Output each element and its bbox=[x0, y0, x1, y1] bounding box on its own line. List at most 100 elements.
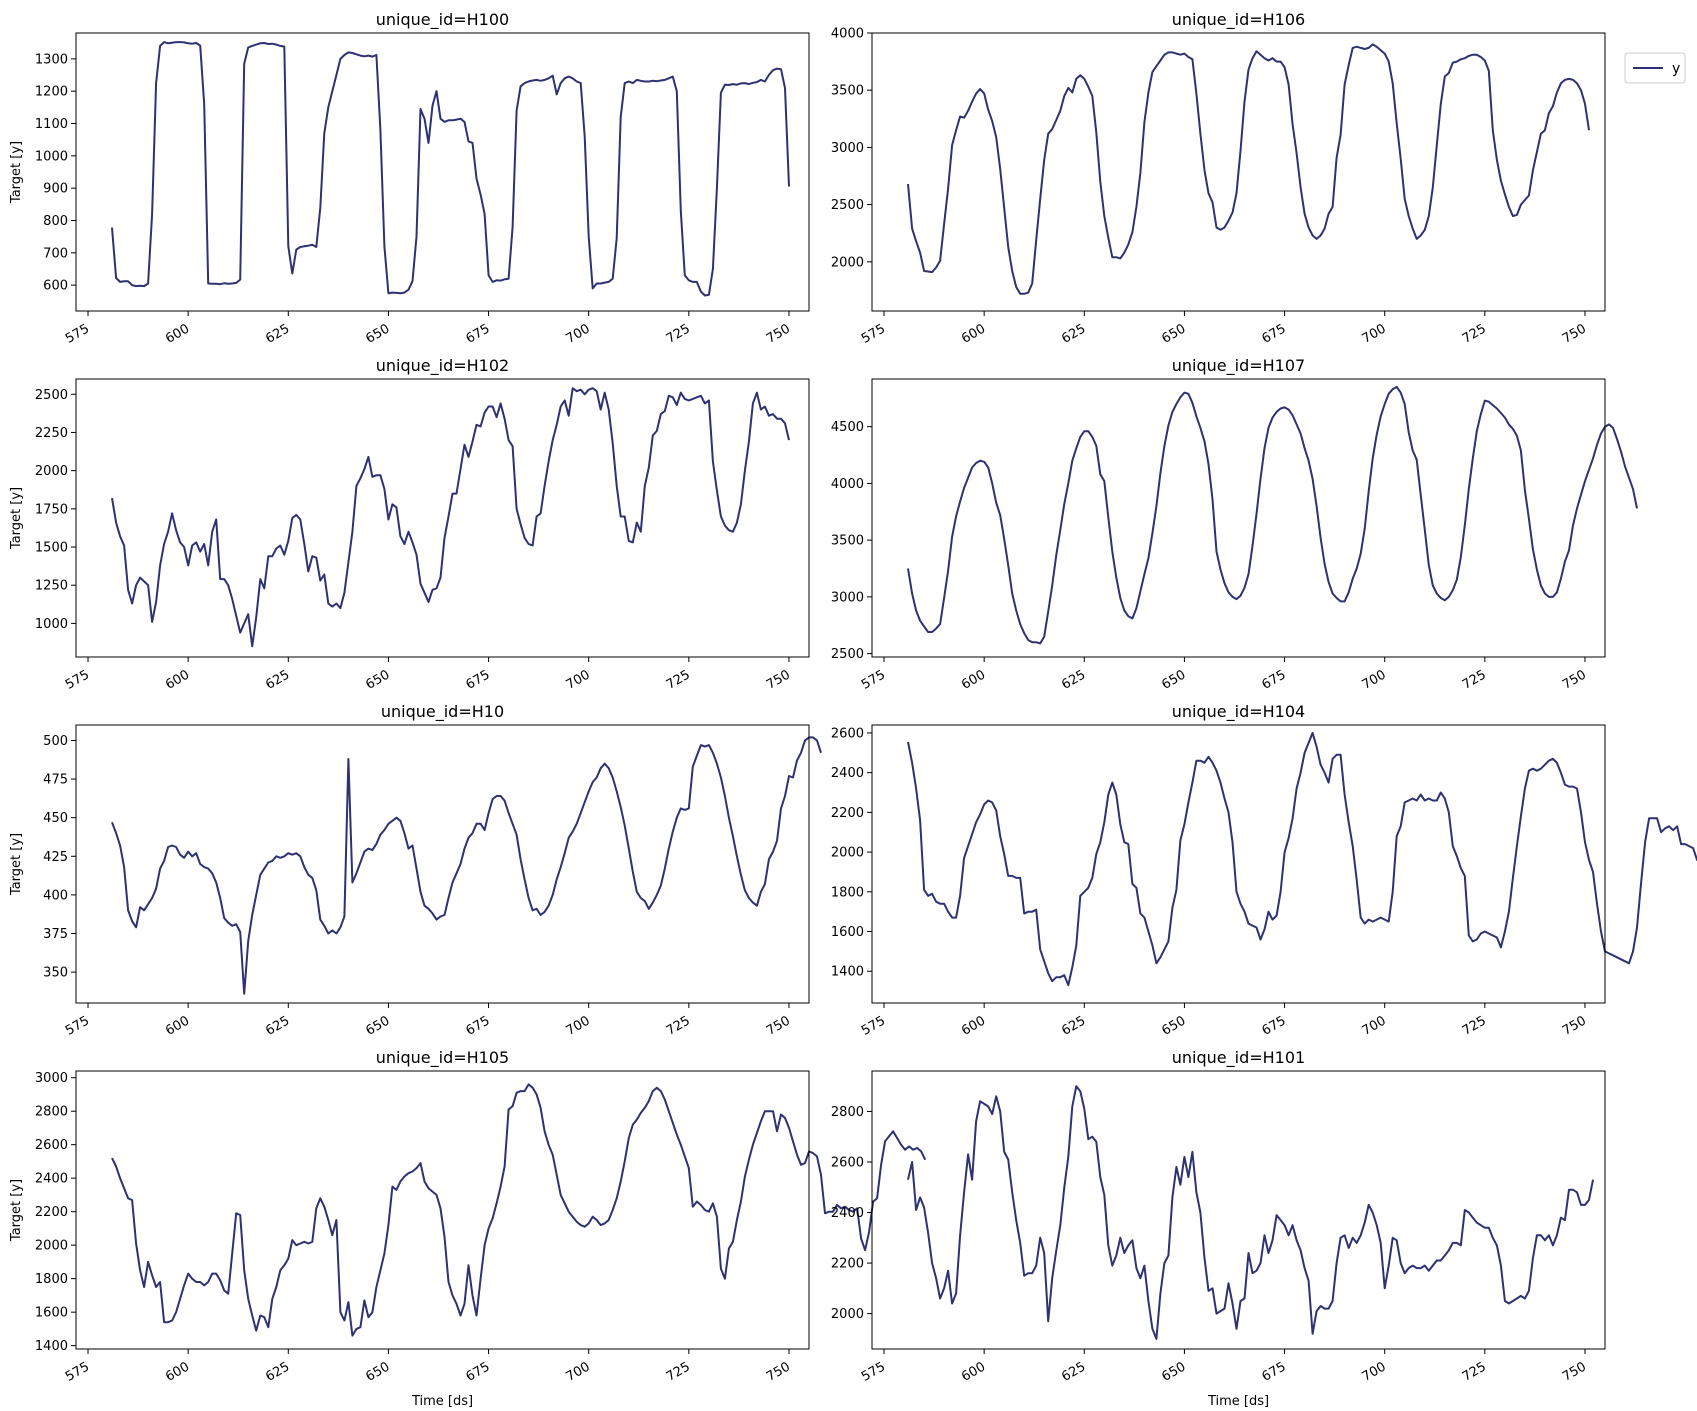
panel-title: unique_id=H105 bbox=[376, 1048, 509, 1068]
y-tick-label: 4500 bbox=[831, 420, 864, 435]
x-tick-label: 600 bbox=[959, 321, 988, 346]
y-tick-label: 3000 bbox=[35, 1071, 68, 1086]
series-line-y bbox=[111, 736, 822, 995]
chart-panel-2: unique_id=H106 575 600 625 650 675 700 725 750 20… bbox=[831, 10, 1606, 347]
y-axis-label: Target [y] bbox=[9, 487, 24, 550]
x-tick-label: 725 bbox=[664, 667, 693, 692]
x-tick-label: 675 bbox=[464, 1013, 493, 1038]
x-tick-label: 675 bbox=[1260, 321, 1289, 346]
x-tick-label: 575 bbox=[859, 1359, 888, 1384]
y-axis-label: Target [y] bbox=[9, 1179, 24, 1242]
x-tick-label: 725 bbox=[664, 1013, 693, 1038]
panel-title: unique_id=H10 bbox=[381, 702, 504, 722]
x-tick-label: 625 bbox=[1059, 1013, 1088, 1038]
x-tick-label: 575 bbox=[859, 667, 888, 692]
y-tick-label: 450 bbox=[43, 811, 68, 826]
y-tick-label: 2600 bbox=[35, 1138, 68, 1153]
panel-title: unique_id=H101 bbox=[1172, 1048, 1305, 1068]
chart-panel-4: unique_id=H107 575 600 625 650 675 700 725 750 25… bbox=[831, 356, 1638, 693]
x-axis-label: Time [ds] bbox=[411, 1394, 473, 1409]
y-tick-label: 700 bbox=[43, 246, 68, 261]
x-tick-label: 650 bbox=[363, 1359, 392, 1384]
plot-frame bbox=[75, 1070, 810, 1350]
y-tick-label: 1100 bbox=[35, 117, 68, 132]
series-line-y bbox=[111, 1083, 927, 1337]
plot-frame bbox=[871, 1070, 1606, 1350]
x-tick-label: 725 bbox=[1460, 1359, 1489, 1384]
panel-title: unique_id=H104 bbox=[1172, 702, 1305, 722]
y-tick-label: 800 bbox=[43, 214, 68, 229]
x-tick-label: 575 bbox=[63, 321, 92, 346]
x-tick-label: 575 bbox=[859, 321, 888, 346]
x-tick-label: 625 bbox=[263, 321, 292, 346]
x-tick-label: 575 bbox=[63, 1013, 92, 1038]
plot-frame bbox=[75, 32, 810, 312]
x-tick-label: 650 bbox=[1159, 667, 1188, 692]
y-tick-label: 900 bbox=[43, 182, 68, 197]
y-tick-label: 2200 bbox=[831, 806, 864, 821]
x-tick-label: 625 bbox=[1059, 1359, 1088, 1384]
panel-title: unique_id=H100 bbox=[376, 10, 509, 30]
x-tick-label: 750 bbox=[764, 1359, 793, 1384]
chart-panel-1: unique_id=H100 575 600 625 650 675 700 725 750 60… bbox=[9, 10, 810, 347]
chart-panel-6: unique_id=H104 575 600 625 650 675 700 725 750 14… bbox=[831, 702, 1697, 1039]
plot-frame bbox=[75, 724, 810, 1004]
x-tick-label: 700 bbox=[1360, 1013, 1389, 1038]
plot-frame bbox=[871, 378, 1606, 658]
x-tick-label: 600 bbox=[959, 667, 988, 692]
y-tick-label: 1000 bbox=[35, 149, 68, 164]
x-axis-label: Time [ds] bbox=[1207, 1394, 1269, 1409]
y-tick-label: 2000 bbox=[831, 255, 864, 270]
series-line-y bbox=[907, 1085, 1594, 1340]
x-tick-label: 700 bbox=[564, 667, 593, 692]
y-tick-label: 2500 bbox=[35, 388, 68, 403]
x-tick-label: 600 bbox=[163, 1013, 192, 1038]
x-tick-label: 600 bbox=[959, 1013, 988, 1038]
x-tick-label: 625 bbox=[263, 1013, 292, 1038]
x-tick-label: 675 bbox=[464, 1359, 493, 1384]
y-tick-label: 2200 bbox=[35, 1205, 68, 1220]
x-tick-label: 750 bbox=[764, 321, 793, 346]
x-tick-label: 625 bbox=[263, 1359, 292, 1384]
y-tick-label: 1800 bbox=[35, 1272, 68, 1287]
legend: y bbox=[1624, 52, 1686, 84]
y-tick-label: 4000 bbox=[831, 27, 864, 42]
y-tick-label: 2600 bbox=[831, 1155, 864, 1170]
x-tick-label: 600 bbox=[959, 1359, 988, 1384]
x-tick-label: 725 bbox=[1460, 321, 1489, 346]
y-tick-label: 350 bbox=[43, 966, 68, 981]
y-tick-label: 3500 bbox=[831, 84, 864, 99]
x-tick-label: 650 bbox=[363, 321, 392, 346]
x-tick-label: 750 bbox=[1560, 1013, 1589, 1038]
y-axis-label: Target [y] bbox=[9, 141, 24, 204]
y-tick-label: 3000 bbox=[831, 590, 864, 605]
panel-title: unique_id=H107 bbox=[1172, 356, 1305, 376]
series-line-y bbox=[907, 385, 1638, 645]
x-tick-label: 625 bbox=[1059, 667, 1088, 692]
plot-frame bbox=[871, 724, 1606, 1004]
y-tick-label: 2400 bbox=[35, 1172, 68, 1187]
y-tick-label: 1400 bbox=[35, 1339, 68, 1354]
y-tick-label: 1200 bbox=[35, 85, 68, 100]
y-tick-label: 1600 bbox=[35, 1306, 68, 1321]
x-tick-label: 675 bbox=[1260, 1359, 1289, 1384]
x-tick-label: 650 bbox=[363, 1013, 392, 1038]
y-tick-label: 2800 bbox=[831, 1105, 864, 1120]
y-tick-label: 2000 bbox=[831, 846, 864, 861]
x-tick-label: 675 bbox=[1260, 1013, 1289, 1038]
chart-panel-3: unique_id=H102 575 600 625 650 675 700 725 750 10… bbox=[9, 356, 810, 693]
y-tick-label: 1000 bbox=[35, 617, 68, 632]
x-tick-label: 700 bbox=[564, 321, 593, 346]
y-tick-label: 1500 bbox=[35, 541, 68, 556]
x-tick-label: 700 bbox=[564, 1013, 593, 1038]
y-tick-label: 1300 bbox=[35, 52, 68, 67]
panel-title: unique_id=H106 bbox=[1172, 10, 1305, 30]
x-tick-label: 725 bbox=[1460, 1013, 1489, 1038]
x-tick-label: 625 bbox=[263, 667, 292, 692]
x-tick-label: 675 bbox=[1260, 667, 1289, 692]
x-tick-label: 750 bbox=[764, 667, 793, 692]
x-tick-label: 725 bbox=[1460, 667, 1489, 692]
y-tick-label: 2000 bbox=[831, 1307, 864, 1322]
series-line-y bbox=[111, 41, 790, 297]
